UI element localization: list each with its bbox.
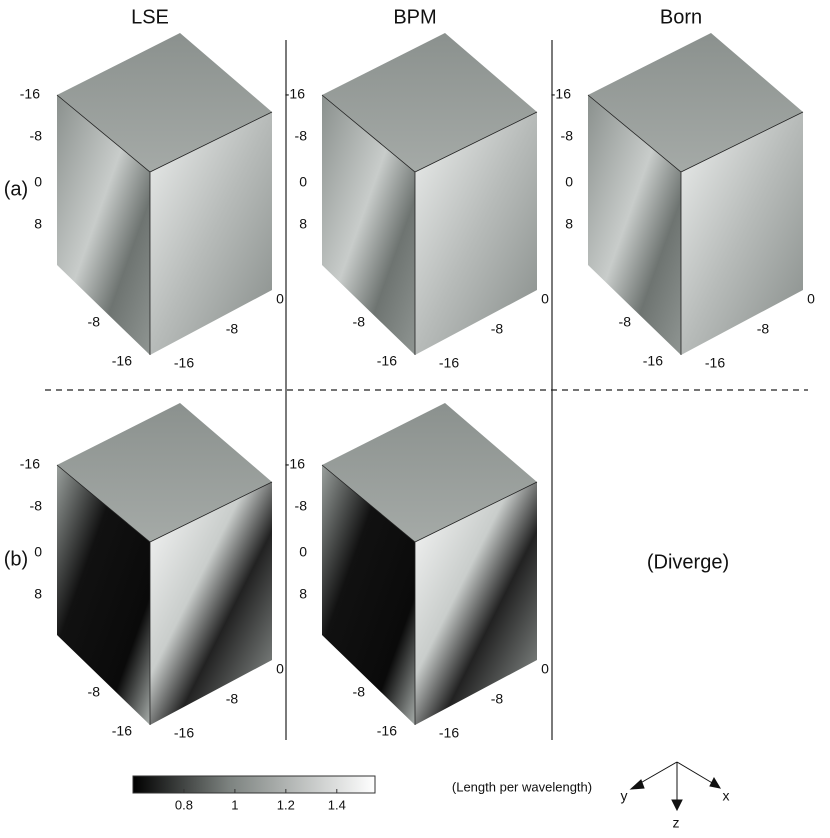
axis-z-label: z bbox=[673, 815, 680, 831]
panel-dividers bbox=[45, 40, 808, 740]
cube-top-face bbox=[322, 33, 537, 172]
tick-label: -16 bbox=[377, 723, 397, 739]
tick-label: -8 bbox=[30, 128, 43, 144]
tick-label: -16 bbox=[377, 353, 397, 369]
tick-label: 8 bbox=[299, 586, 307, 602]
cube-left-face bbox=[57, 465, 150, 725]
tick-label: -8 bbox=[757, 321, 770, 337]
cube-edges bbox=[587, 94, 804, 355]
tick-label: -16 bbox=[112, 353, 132, 369]
tick-label: 0 bbox=[807, 291, 815, 307]
tick-label: -16 bbox=[20, 86, 40, 102]
cube-left-face bbox=[322, 95, 415, 355]
tick-label: -16 bbox=[705, 355, 725, 371]
colorbar-tick-label: 1.2 bbox=[277, 797, 295, 812]
tick-label: -16 bbox=[174, 355, 194, 371]
diverge-note: (Diverge) bbox=[647, 551, 729, 573]
tick-label: 8 bbox=[299, 216, 307, 232]
tick-label: 0 bbox=[276, 291, 284, 307]
column-title: Born bbox=[660, 6, 702, 28]
axes-icon bbox=[629, 761, 722, 812]
tick-label: -8 bbox=[295, 128, 308, 144]
tick-label: -8 bbox=[491, 691, 504, 707]
axis-y-label: y bbox=[621, 788, 628, 804]
tick-label: -16 bbox=[439, 355, 459, 371]
tick-label: 0 bbox=[299, 544, 307, 560]
cube-top-face bbox=[57, 403, 272, 542]
tick-label: -16 bbox=[285, 86, 305, 102]
colorbar bbox=[132, 775, 376, 794]
tick-label: 0 bbox=[34, 174, 42, 190]
tick-label: -8 bbox=[561, 128, 574, 144]
colorbar-tick-label: 1 bbox=[231, 797, 238, 812]
cube-right-face bbox=[150, 112, 272, 355]
cube-edges bbox=[321, 94, 538, 355]
cube-left-face bbox=[57, 95, 150, 355]
tick-label: -8 bbox=[295, 498, 308, 514]
tick-label: -8 bbox=[88, 684, 101, 700]
tick-label: -8 bbox=[226, 321, 239, 337]
tick-label: -16 bbox=[112, 723, 132, 739]
cube-top-face bbox=[322, 403, 537, 542]
cube-left-face bbox=[322, 465, 415, 725]
colorbar-tick-label: 0.8 bbox=[175, 797, 193, 812]
cube-edges bbox=[56, 94, 273, 355]
cube-right-face bbox=[681, 112, 803, 355]
tick-label: -16 bbox=[174, 725, 194, 741]
tick-label: -8 bbox=[30, 498, 43, 514]
cube-right-face bbox=[150, 482, 272, 725]
tick-label: -8 bbox=[226, 691, 239, 707]
colorbar-tick-label: 1.4 bbox=[328, 797, 346, 812]
tick-label: 0 bbox=[565, 174, 573, 190]
tick-label: 0 bbox=[299, 174, 307, 190]
tick-label: -8 bbox=[88, 314, 101, 330]
colorbar-label: (Length per wavelength) bbox=[452, 779, 592, 794]
cube-edges bbox=[56, 464, 273, 725]
tick-label: 0 bbox=[541, 661, 549, 677]
tick-label: -16 bbox=[285, 456, 305, 472]
cube-top-face bbox=[57, 33, 272, 172]
tick-label: 0 bbox=[541, 291, 549, 307]
column-title: LSE bbox=[131, 6, 169, 28]
tick-label: -8 bbox=[619, 314, 632, 330]
tick-label: 8 bbox=[34, 586, 42, 602]
cube-edges bbox=[321, 464, 538, 725]
cube-left-face bbox=[588, 95, 681, 355]
tick-label: 8 bbox=[34, 216, 42, 232]
cube-right-face bbox=[415, 482, 537, 725]
tick-label: 8 bbox=[565, 216, 573, 232]
row-label: (b) bbox=[4, 548, 28, 570]
tick-label: -8 bbox=[353, 314, 366, 330]
tick-label: 0 bbox=[34, 544, 42, 560]
row-label: (a) bbox=[4, 178, 28, 200]
cube-top-face bbox=[588, 33, 803, 172]
axis-x-label: x bbox=[723, 788, 730, 804]
tick-label: -16 bbox=[551, 86, 571, 102]
tick-label: -16 bbox=[643, 353, 663, 369]
cube-right-face bbox=[415, 112, 537, 355]
tick-label: -8 bbox=[491, 321, 504, 337]
tick-label: -16 bbox=[20, 456, 40, 472]
tick-label: -16 bbox=[439, 725, 459, 741]
tick-label: -8 bbox=[353, 684, 366, 700]
column-title: BPM bbox=[393, 6, 436, 28]
tick-label: 0 bbox=[276, 661, 284, 677]
